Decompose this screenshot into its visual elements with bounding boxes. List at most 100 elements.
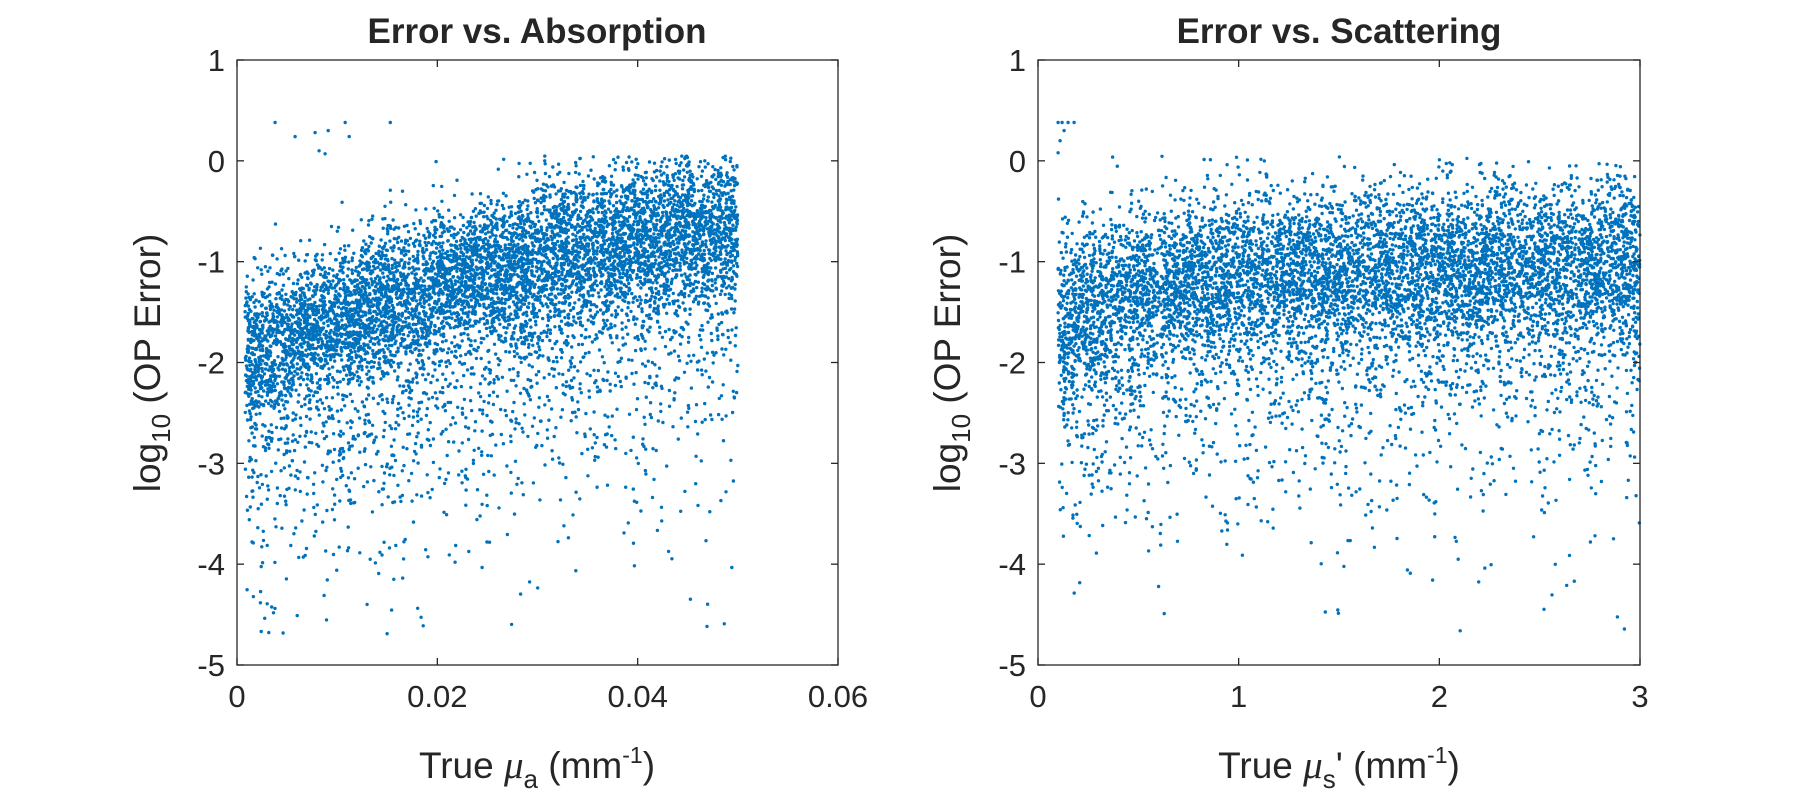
data-point [394,420,398,425]
data-point [248,297,253,302]
data-point [495,394,500,398]
data-point [505,532,510,537]
data-point [627,254,632,259]
data-point [539,212,544,216]
data-point [382,540,386,544]
data-point [291,382,296,387]
data-point [485,206,490,211]
data-point [624,485,628,489]
data-point [501,206,506,211]
data-point [245,508,250,512]
data-point [415,381,419,385]
data-point [299,404,304,409]
data-point [549,407,554,411]
data-point [363,447,367,451]
data-point [654,286,658,291]
data-point [705,199,709,203]
data-point [618,199,622,203]
data-point [418,298,422,302]
data-point [662,191,666,196]
data-point [497,363,501,367]
data-point [468,399,473,403]
data-point [586,195,590,199]
data-point [676,354,681,358]
data-point [602,259,606,263]
data-point [496,297,501,301]
data-point [438,467,442,471]
data-point [551,359,556,364]
data-point [555,339,559,344]
data-point [291,281,296,286]
data-point [628,287,632,292]
data-point [541,354,545,358]
data-point [687,335,691,340]
data-point [419,494,424,498]
data-point [722,220,727,225]
data-point [687,294,691,298]
data-point [406,230,411,234]
data-point [377,362,381,367]
data-point [266,269,270,273]
data-point [574,490,578,494]
data-point [324,329,328,334]
data-point [363,335,368,340]
data-point [545,394,550,399]
data-point [293,369,297,374]
data-point [671,239,675,244]
data-point [528,161,532,165]
data-point [432,206,436,210]
data-point [541,316,545,321]
data-point [710,271,715,276]
data-point [620,321,624,325]
data-point [402,540,406,544]
data-point [447,553,451,557]
data-point [569,378,574,383]
data-point [698,219,702,223]
data-point [700,420,704,424]
data-point [530,264,535,268]
data-point [658,179,662,183]
data-point [616,305,620,309]
data-point [306,271,310,276]
data-point [424,392,429,396]
data-point [608,389,612,393]
data-point [502,312,507,316]
data-point [331,552,336,557]
data-point [445,321,449,325]
data-point [374,284,378,289]
data-point [604,282,608,286]
data-point [633,246,637,250]
data-point [726,328,730,333]
data-point [326,324,330,328]
data-point [259,374,263,379]
data-point [414,371,418,375]
data-point [521,430,525,434]
data-point [586,447,590,451]
data-point [636,177,640,181]
data-point [695,285,699,290]
data-point [576,369,580,373]
data-point [613,161,618,165]
data-point [723,292,727,297]
data-point [593,454,597,459]
data-point [255,480,259,485]
data-point [624,325,628,329]
data-point [554,355,559,360]
data-point [712,228,717,232]
data-point [341,271,345,275]
data-point [429,315,434,319]
data-point [699,345,704,349]
data-point [423,312,427,316]
data-point [658,169,662,173]
data-point [496,356,500,361]
data-point [435,378,439,382]
data-point [513,211,518,216]
data-point [341,377,346,381]
data-point [636,283,640,287]
data-point [455,178,459,182]
data-point [343,294,348,299]
data-point [692,187,696,192]
data-point [411,377,415,381]
data-point [391,249,395,253]
data-point [580,221,585,226]
